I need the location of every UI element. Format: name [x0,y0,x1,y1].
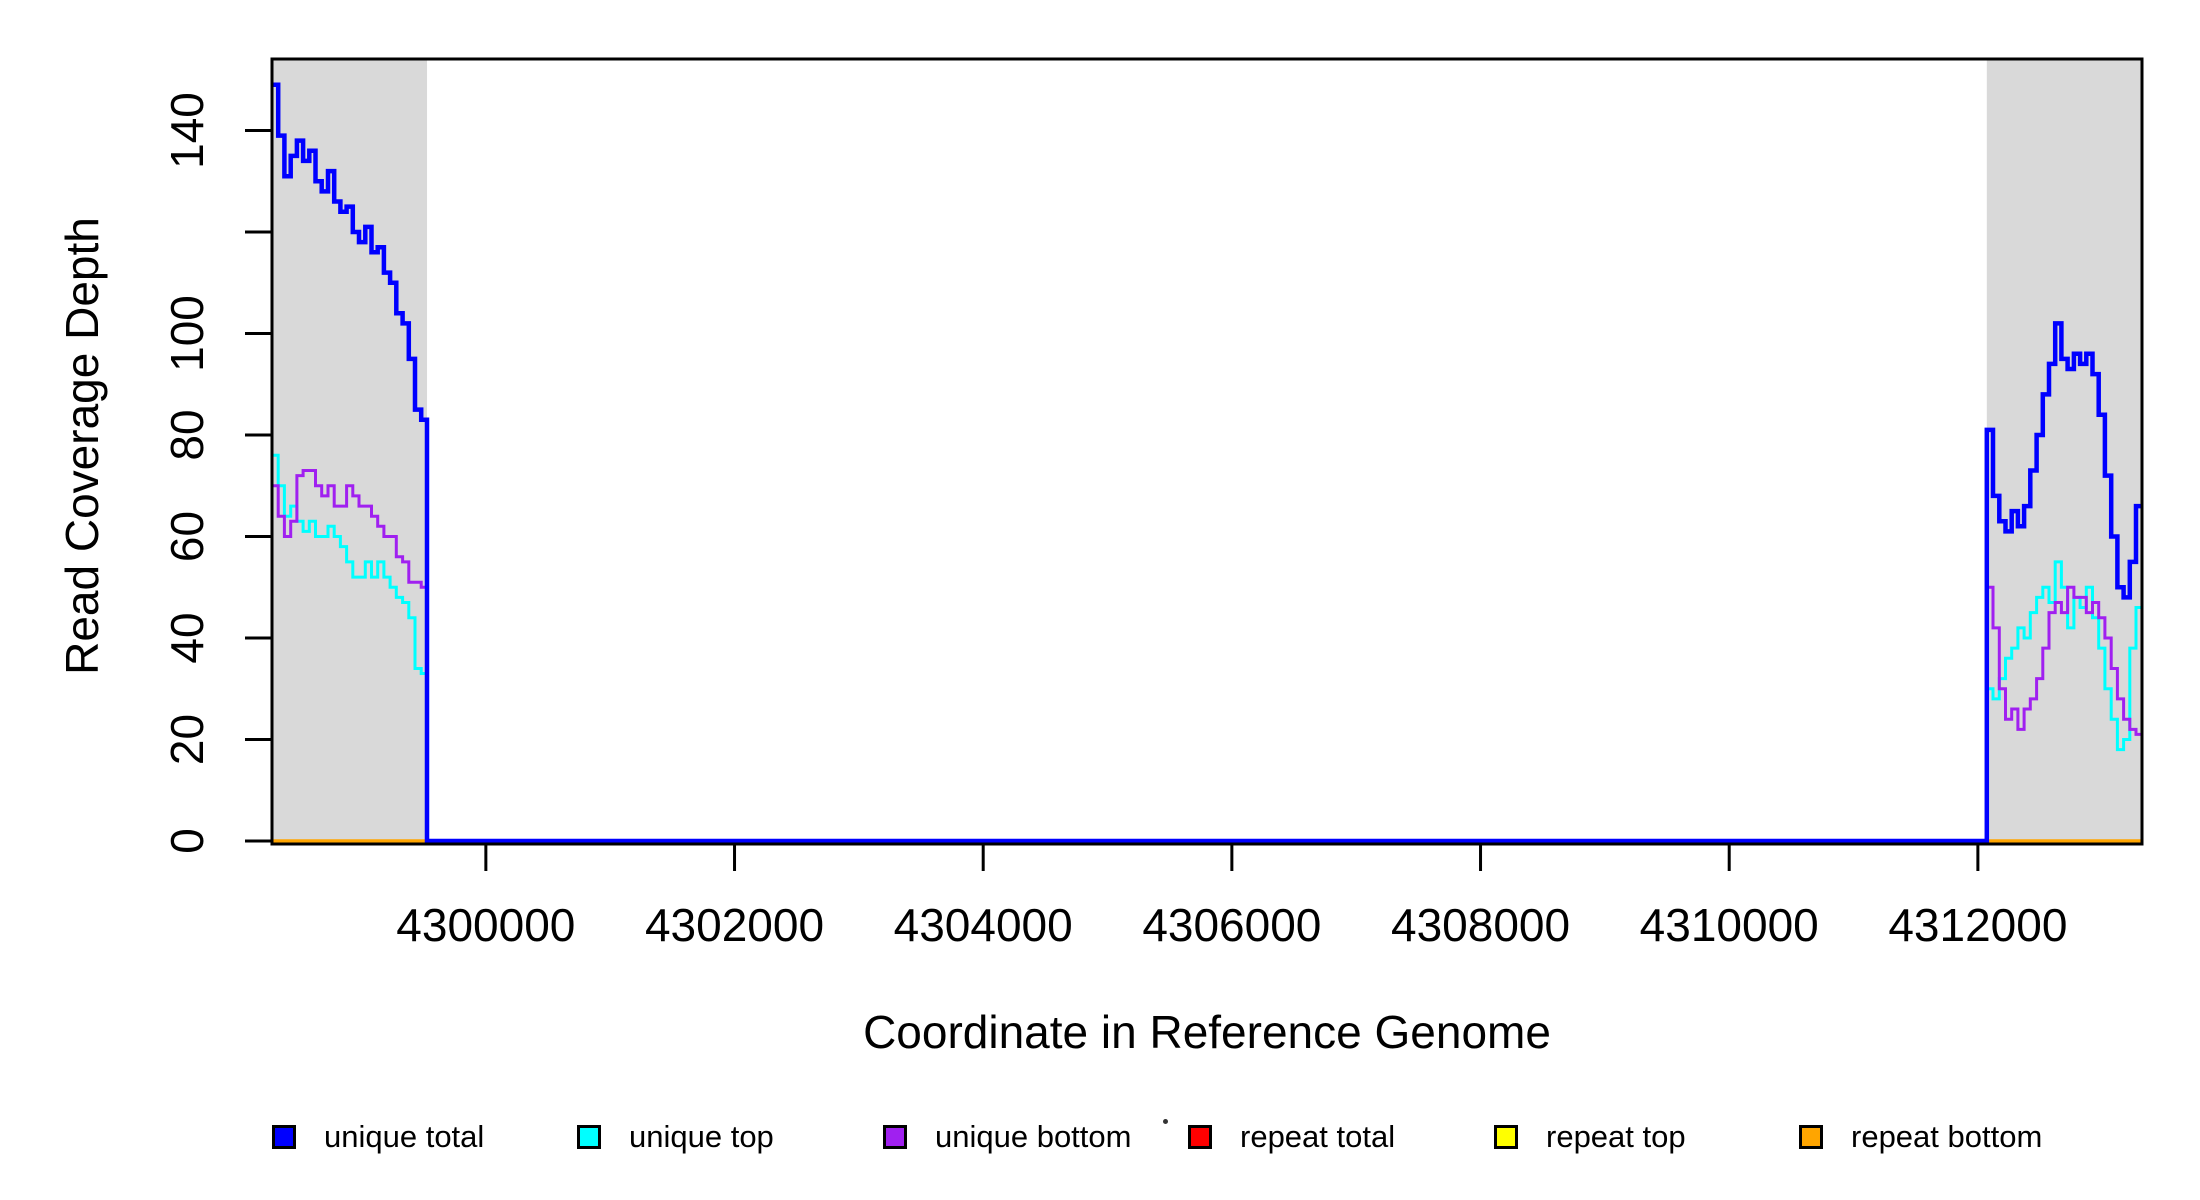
gray-region [272,59,428,843]
series-line-unique-top [272,453,2142,843]
x-axis-title: Coordinate in Reference Genome [863,1006,1551,1058]
series-line-unique-total [272,82,2142,844]
legend-item-unique-total: unique total [272,1119,485,1154]
x-tick-label: 4302000 [645,899,824,951]
coverage-series-lines [272,82,2142,844]
y-tick-label: 20 [161,714,213,765]
legend-label: unique bottom [935,1119,1132,1154]
y-tick-label: 60 [161,511,213,562]
x-axis-ticks: 4300000 4302000 4304000 4306000 4308000 43100… [396,844,2067,951]
stray-dot-artifact [1163,1119,1168,1124]
legend-item-repeat-top: repeat top [1494,1119,1686,1154]
y-axis-ticks: 0 20 40 60 80 100 140 [161,92,272,854]
legend-item-unique-bottom: unique bottom [883,1119,1132,1154]
x-tick-label: 4308000 [1391,899,1570,951]
legend-label: repeat total [1240,1119,1396,1154]
series-line-unique-bottom [272,469,2142,843]
x-tick-label: 4310000 [1640,899,1819,951]
y-tick-label: 40 [161,612,213,663]
legend-label: repeat bottom [1851,1119,2043,1154]
legend-label: repeat top [1546,1119,1686,1154]
legend-swatch-repeat-total [1188,1125,1212,1149]
legend-label: unique total [324,1119,485,1154]
plot-frame [270,57,2144,846]
legend-label: unique top [629,1119,774,1154]
aligned-region-shading [272,59,2142,843]
y-tick-label: 100 [161,295,213,372]
y-tick-label: 80 [161,409,213,460]
legend-swatch-repeat-bottom [1799,1125,1823,1149]
y-tick-label: 0 [161,828,213,854]
x-tick-label: 4304000 [894,899,1073,951]
plot-legend: unique total unique top unique bottom repea… [0,0,2200,1152]
legend-item-repeat-bottom: repeat bottom [1799,1119,2043,1154]
legend-swatch-unique-bottom [883,1125,907,1149]
legend-item-unique-top: unique top [577,1119,774,1154]
x-tick-label: 4306000 [1142,899,1321,951]
y-tick-label: 140 [161,92,213,169]
x-tick-label: 4300000 [396,899,575,951]
y-axis-title: Read Coverage Depth [56,217,108,675]
legend-item-repeat-total: repeat total [1188,1119,1396,1154]
legend-swatch-unique-total [272,1125,296,1149]
x-tick-label: 4312000 [1888,899,2067,951]
legend-swatch-repeat-top [1494,1125,1518,1149]
legend-swatch-unique-top [577,1125,601,1149]
